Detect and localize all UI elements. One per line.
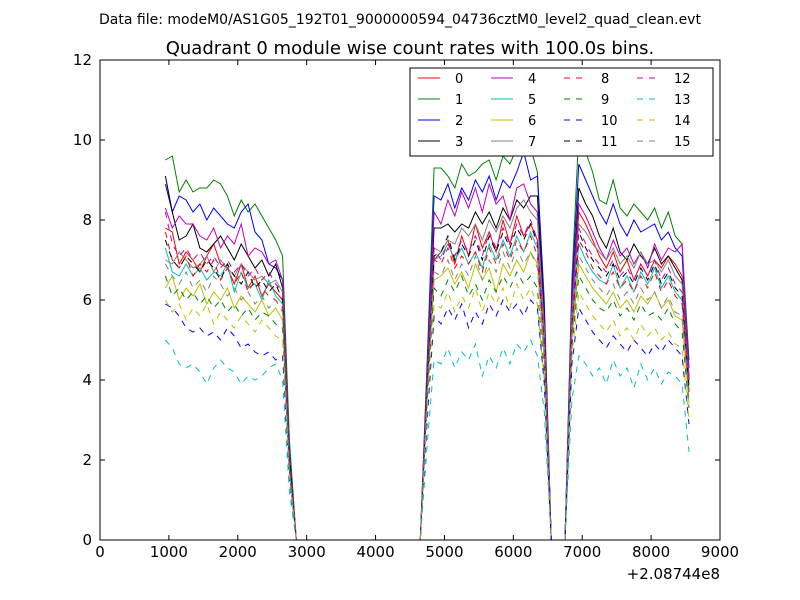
series-line-11 <box>164 222 690 540</box>
legend-label-9: 9 <box>601 93 609 108</box>
legend-label-15: 15 <box>674 135 691 150</box>
x-tick-label: 4000 <box>356 543 394 561</box>
legend-label-11: 11 <box>601 135 618 150</box>
x-tick-label: 8000 <box>632 543 670 561</box>
suptitle: Data file: modeM0/AS1G05_192T01_90000005… <box>99 12 701 28</box>
series-line-12 <box>164 211 690 540</box>
legend-label-14: 14 <box>674 114 691 129</box>
x-tick-label: 3000 <box>288 543 326 561</box>
legend-label-0: 0 <box>455 72 463 87</box>
series-line-14 <box>164 282 690 540</box>
x-tick-label: 2000 <box>219 543 257 561</box>
series-line-10 <box>165 298 690 540</box>
y-tick-label: 8 <box>82 211 92 229</box>
x-tick-label: 9000 <box>701 543 739 561</box>
axes-frame <box>99 59 721 541</box>
legend-label-6: 6 <box>528 114 536 129</box>
legend-label-3: 3 <box>455 135 463 150</box>
legend-label-2: 2 <box>455 114 463 129</box>
legend-label-13: 13 <box>674 93 691 108</box>
series-line-2 <box>164 150 690 540</box>
axis-ticks: 0 1000 2000 3000 4000 5000 6000 7000 8000 9000 0 2 4… <box>73 51 739 561</box>
legend-label-5: 5 <box>528 93 536 108</box>
x-tick-label: 7000 <box>563 543 601 561</box>
series-line-13 <box>165 338 690 540</box>
series-line-9 <box>164 270 690 540</box>
plot-area <box>164 131 690 540</box>
series-line-8 <box>164 231 690 540</box>
legend-label-12: 12 <box>674 72 691 87</box>
legend-label-10: 10 <box>601 114 618 129</box>
x-tick-label: 1000 <box>150 543 188 561</box>
x-offset-label: +2.08744e8 <box>627 565 720 583</box>
series-line-1 <box>165 131 690 540</box>
x-tick-label: 5000 <box>425 543 463 561</box>
legend-label-1: 1 <box>455 93 463 108</box>
x-tick-label: 0 <box>95 543 105 561</box>
y-tick-label: 0 <box>82 531 92 549</box>
y-tick-label: 6 <box>82 291 92 309</box>
legend-label-4: 4 <box>528 72 536 87</box>
legend-label-7: 7 <box>528 135 536 150</box>
legend-box <box>409 67 714 157</box>
y-tick-label: 2 <box>82 451 92 469</box>
y-tick-label: 4 <box>82 371 92 389</box>
x-tick-label: 6000 <box>494 543 532 561</box>
chart-title: Quadrant 0 module wise count rates with … <box>166 38 655 59</box>
legend-label-8: 8 <box>601 72 609 87</box>
series-line-15 <box>164 246 690 540</box>
y-tick-label: 12 <box>73 51 92 69</box>
y-tick-label: 10 <box>73 131 92 149</box>
